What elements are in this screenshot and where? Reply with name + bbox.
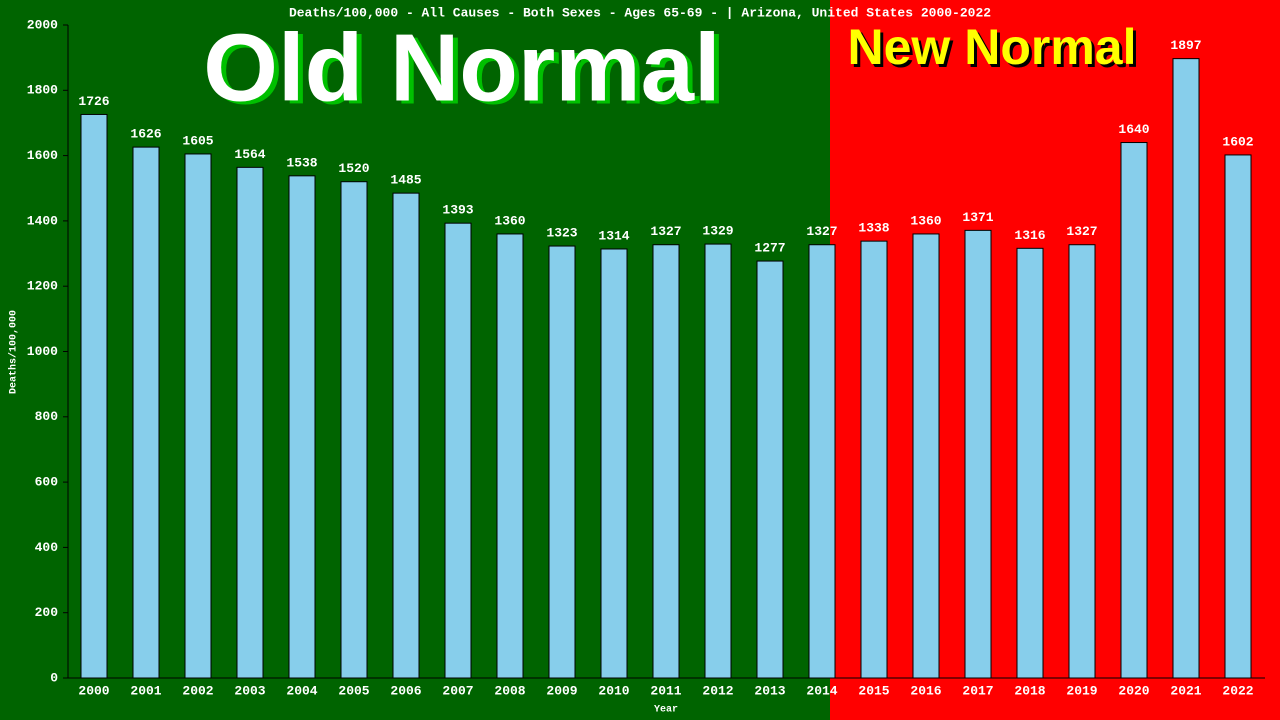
y-tick-label: 0: [50, 670, 58, 685]
x-tick-label: 2004: [286, 683, 317, 698]
data-label: 1327: [806, 224, 837, 239]
y-tick-label: 1800: [27, 83, 58, 98]
annotation-shadow: New Normal: [851, 22, 1140, 78]
bar: [1172, 58, 1200, 679]
x-tick-label: 2021: [1170, 683, 1201, 698]
annotation: Old Normal: [203, 14, 720, 121]
bar: [1224, 154, 1252, 679]
data-label: 1538: [286, 155, 317, 170]
bar: [600, 248, 628, 679]
data-label: 1605: [182, 133, 213, 148]
x-tick-label: 2009: [546, 683, 577, 698]
data-label: 1564: [234, 147, 265, 162]
y-tick-label: 200: [35, 605, 59, 620]
chart-title: Deaths/100,000 - All Causes - Both Sexes…: [289, 5, 991, 20]
bar: [756, 260, 784, 679]
bar: [652, 244, 680, 679]
annotation-shadow: Old Normal: [208, 17, 725, 124]
bar: [444, 222, 472, 679]
y-tick-label: 2000: [27, 17, 58, 32]
bar: [1068, 244, 1096, 679]
data-label: 1316: [1014, 228, 1045, 243]
x-tick-label: 2008: [494, 683, 525, 698]
x-tick-label: 2017: [962, 683, 993, 698]
data-label: 1602: [1222, 134, 1253, 149]
x-tick-label: 2020: [1118, 683, 1149, 698]
bar: [132, 146, 160, 679]
bar: [808, 244, 836, 679]
bar: [236, 166, 264, 679]
data-label: 1726: [78, 94, 109, 109]
x-tick-label: 2002: [182, 683, 213, 698]
x-tick-label: 2012: [702, 683, 733, 698]
y-tick-label: 1600: [27, 148, 58, 163]
x-tick-label: 2006: [390, 683, 421, 698]
bar: [860, 240, 888, 679]
data-label: 1327: [1066, 224, 1097, 239]
y-tick-label: 1400: [27, 213, 58, 228]
x-tick-label: 2022: [1222, 683, 1253, 698]
x-tick-label: 2007: [442, 683, 473, 698]
data-label: 1327: [650, 224, 681, 239]
x-tick-label: 2018: [1014, 683, 1045, 698]
data-label: 1485: [390, 173, 421, 188]
y-tick-label: 1200: [27, 279, 58, 294]
data-label: 1323: [546, 225, 577, 240]
annotation: New Normal: [848, 19, 1137, 75]
x-tick-label: 2019: [1066, 683, 1097, 698]
data-label: 1371: [962, 210, 993, 225]
data-label: 1897: [1170, 38, 1201, 53]
x-tick-label: 2001: [130, 683, 161, 698]
bar: [80, 113, 108, 679]
y-tick-label: 600: [35, 475, 59, 490]
data-label: 1393: [442, 203, 473, 218]
y-tick-label: 800: [35, 409, 59, 424]
x-tick-label: 2000: [78, 683, 109, 698]
x-axis-label: Year: [654, 705, 678, 716]
data-label: 1626: [130, 127, 161, 142]
data-label: 1338: [858, 221, 889, 236]
data-label: 1360: [494, 213, 525, 228]
bar: [340, 181, 368, 679]
data-label: 1329: [702, 224, 733, 239]
x-tick-label: 2005: [338, 683, 369, 698]
bar: [1120, 142, 1148, 679]
data-label: 1520: [338, 161, 369, 176]
y-tick-label: 1000: [27, 344, 58, 359]
x-tick-label: 2003: [234, 683, 265, 698]
x-tick-label: 2011: [650, 683, 681, 698]
bar: [704, 243, 732, 679]
data-label: 1360: [910, 213, 941, 228]
bar: [912, 233, 940, 679]
x-tick-label: 2015: [858, 683, 889, 698]
bar: [288, 175, 316, 679]
bar: [392, 192, 420, 679]
bar: [964, 229, 992, 679]
y-tick-label: 400: [35, 540, 59, 555]
x-tick-label: 2014: [806, 683, 837, 698]
bar: [1016, 247, 1044, 679]
bar: [496, 233, 524, 679]
bar: [184, 153, 212, 679]
data-label: 1314: [598, 228, 629, 243]
data-label: 1640: [1118, 122, 1149, 137]
x-tick-label: 2010: [598, 683, 629, 698]
new-normal-background: [830, 0, 1280, 720]
x-tick-label: 2016: [910, 683, 941, 698]
data-label: 1277: [754, 240, 785, 255]
y-axis-label: Deaths/100,000: [8, 310, 20, 394]
x-tick-label: 2013: [754, 683, 785, 698]
bar: [548, 245, 576, 679]
